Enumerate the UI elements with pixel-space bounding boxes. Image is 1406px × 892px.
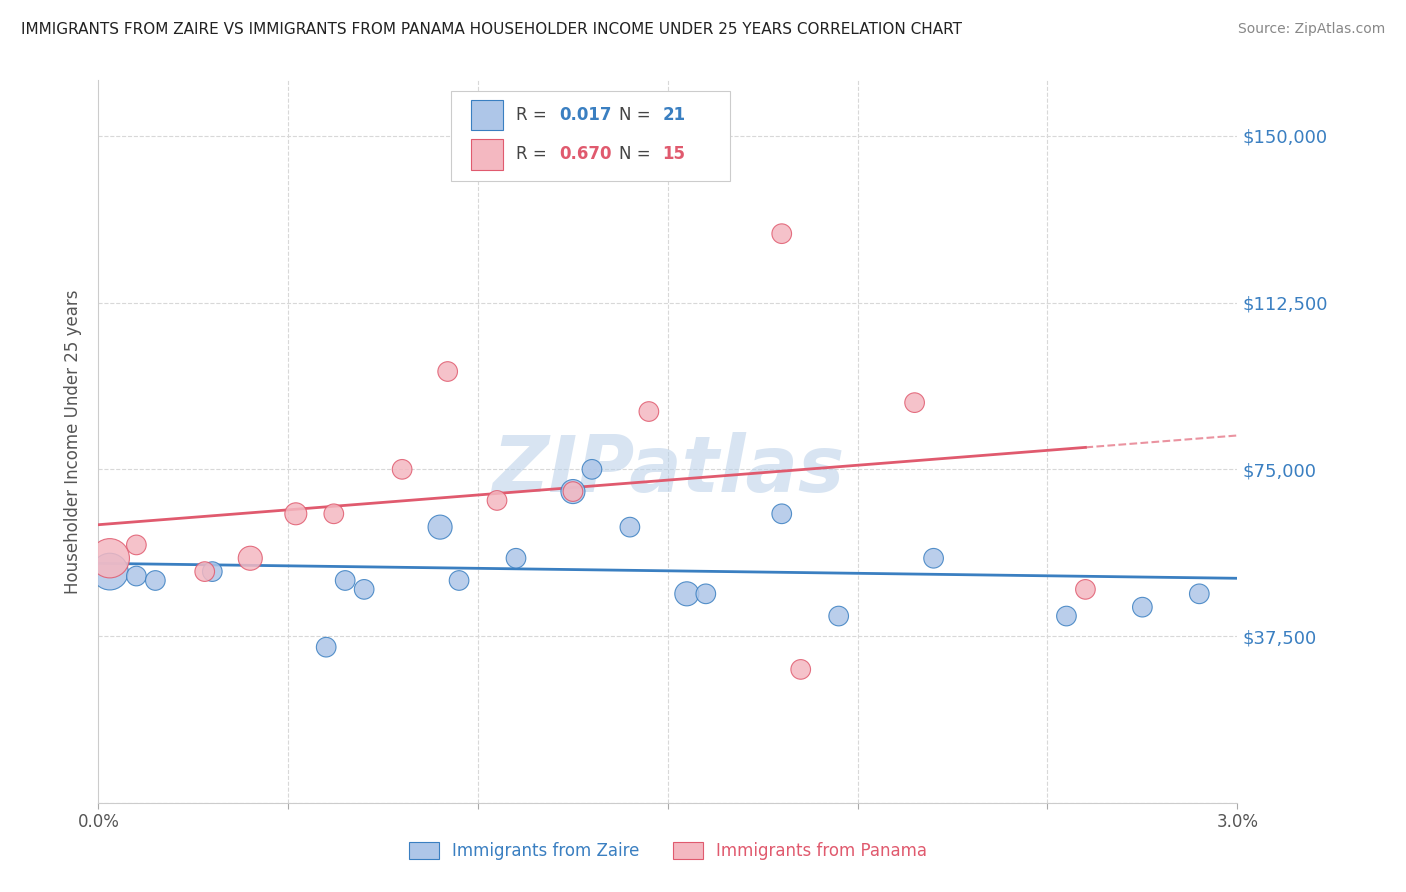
Point <box>98 551 121 566</box>
Point <box>284 507 307 521</box>
Point <box>770 507 793 521</box>
FancyBboxPatch shape <box>471 100 503 130</box>
Text: IMMIGRANTS FROM ZAIRE VS IMMIGRANTS FROM PANAMA HOUSEHOLDER INCOME UNDER 25 YEAR: IMMIGRANTS FROM ZAIRE VS IMMIGRANTS FROM… <box>21 22 962 37</box>
Point <box>676 587 699 601</box>
Point <box>638 404 661 418</box>
Point <box>904 395 927 409</box>
Point <box>125 569 148 583</box>
Point <box>201 565 224 579</box>
Point <box>315 640 337 655</box>
Text: N =: N = <box>619 106 655 124</box>
Point <box>449 574 471 588</box>
Text: 0.670: 0.670 <box>560 145 612 163</box>
Legend: Immigrants from Zaire, Immigrants from Panama: Immigrants from Zaire, Immigrants from P… <box>402 835 934 867</box>
Point <box>436 364 458 378</box>
Point <box>353 582 375 597</box>
Point <box>145 574 167 588</box>
FancyBboxPatch shape <box>471 139 503 169</box>
Point <box>828 609 851 624</box>
Text: N =: N = <box>619 145 655 163</box>
Point <box>790 662 813 676</box>
Text: R =: R = <box>516 106 553 124</box>
Point <box>194 565 217 579</box>
Point <box>486 493 509 508</box>
Point <box>562 484 585 499</box>
Point <box>335 574 357 588</box>
Point <box>1132 600 1154 615</box>
FancyBboxPatch shape <box>451 91 731 181</box>
Point <box>581 462 603 476</box>
Text: 15: 15 <box>662 145 685 163</box>
Point <box>1074 582 1097 597</box>
Point <box>770 227 793 241</box>
Point <box>1188 587 1211 601</box>
Point <box>562 484 585 499</box>
Point <box>98 565 121 579</box>
Point <box>922 551 945 566</box>
Text: Source: ZipAtlas.com: Source: ZipAtlas.com <box>1237 22 1385 37</box>
Point <box>505 551 527 566</box>
Point <box>619 520 641 534</box>
Point <box>322 507 344 521</box>
Text: 21: 21 <box>662 106 685 124</box>
Text: R =: R = <box>516 145 553 163</box>
Point <box>695 587 717 601</box>
Point <box>125 538 148 552</box>
Point <box>391 462 413 476</box>
Point <box>429 520 451 534</box>
Text: ZIPatlas: ZIPatlas <box>492 433 844 508</box>
Text: 0.017: 0.017 <box>560 106 612 124</box>
Point <box>1056 609 1078 624</box>
Point <box>239 551 262 566</box>
Y-axis label: Householder Income Under 25 years: Householder Income Under 25 years <box>65 289 83 594</box>
